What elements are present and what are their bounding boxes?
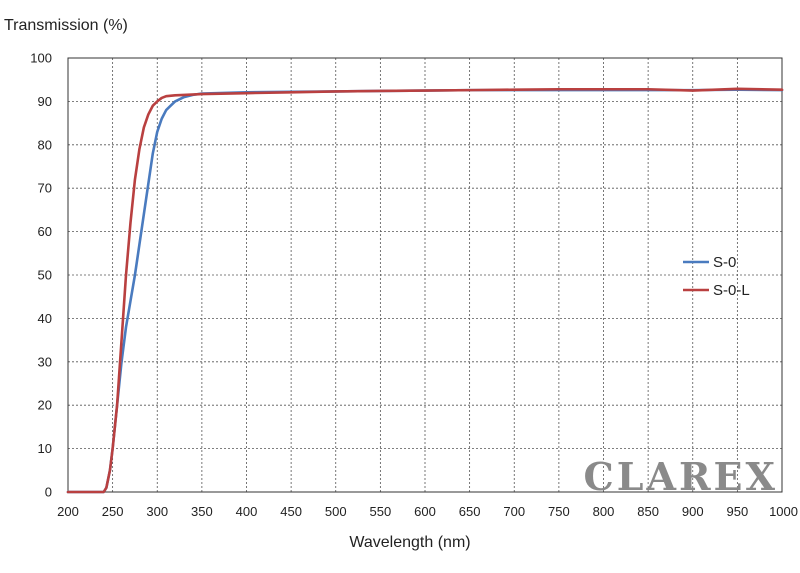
y-axis-ticks: 0 10 20 30 40 50 60 70 80 90 100	[30, 51, 52, 500]
x-tick-label: 200	[57, 504, 79, 519]
x-tick-label: 600	[414, 504, 436, 519]
y-tick-label: 0	[45, 485, 52, 500]
plot-frame	[67, 57, 783, 493]
brand-watermark: CLAREX	[584, 454, 778, 499]
x-tick-label: 500	[325, 504, 347, 519]
x-tick-label: 300	[146, 504, 168, 519]
y-tick-label: 60	[38, 224, 52, 239]
y-tick-label: 20	[38, 398, 52, 413]
y-tick-label: 50	[38, 268, 52, 283]
y-tick-label: 40	[38, 311, 52, 326]
y-tick-label: 90	[38, 94, 52, 109]
grid	[68, 58, 782, 492]
x-axis-label: Wavelength (nm)	[349, 534, 470, 551]
x-tick-label: 700	[503, 504, 525, 519]
y-tick-label: 70	[38, 181, 52, 196]
x-tick-label: 850	[637, 504, 659, 519]
x-tick-label: 400	[236, 504, 258, 519]
x-tick-label: 550	[370, 504, 392, 519]
y-tick-label: 30	[38, 354, 52, 369]
y-axis-label: Transmission (%)	[4, 17, 128, 34]
y-tick-label: 80	[38, 137, 52, 152]
x-axis-ticks: 200 250 300 350 400 450 500 550 600 650 700 750 800 8…	[57, 504, 798, 519]
x-tick-label: 900	[682, 504, 704, 519]
y-tick-label: 100	[30, 51, 52, 66]
legend-label-2: S-0-L	[713, 282, 750, 299]
series-group	[66, 87, 784, 494]
x-tick-label: 650	[459, 504, 481, 519]
x-tick-label: 450	[280, 504, 302, 519]
y-tick-label: 10	[38, 441, 52, 456]
x-tick-label: 750	[548, 504, 570, 519]
x-tick-label: 950	[727, 504, 749, 519]
series-line-2	[66, 87, 784, 494]
x-tick-label: 350	[191, 504, 213, 519]
x-tick-label: 250	[102, 504, 124, 519]
x-tick-label: 800	[593, 504, 615, 519]
legend: S-0 S-0-L	[683, 254, 750, 299]
x-tick-label: 1000	[769, 504, 798, 519]
legend-label-1: S-0	[713, 254, 736, 271]
